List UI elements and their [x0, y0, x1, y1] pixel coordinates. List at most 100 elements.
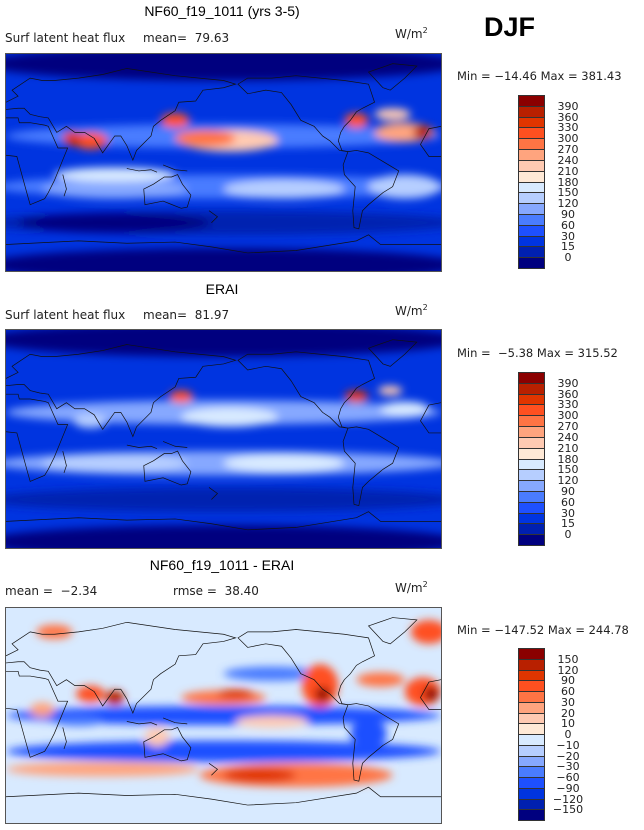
coastline: [238, 352, 375, 428]
colorbar-tick-label: 90: [561, 484, 575, 498]
contour-region: [315, 686, 330, 702]
contour-region: [105, 690, 125, 705]
colorbar-tick-label: 270: [557, 420, 579, 434]
contour-region: [223, 453, 345, 473]
contour-region: [42, 179, 188, 199]
panel1-mean: mean= 79.63: [143, 31, 229, 45]
contour-region: [160, 113, 190, 128]
colorbar-tick-label: 360: [557, 387, 579, 401]
colorbar-tick-label: 120: [557, 663, 579, 677]
units-base: W/m: [395, 27, 423, 41]
contour-region: [374, 108, 411, 121]
coastline: [238, 630, 375, 705]
contour-region: [30, 702, 55, 717]
panel3-title: NF60_f19_1011 - ERAI: [149, 557, 295, 573]
panel1-units: W/m2: [395, 26, 428, 41]
panel1-title: NF60_f19_1011 (yrs 3-5): [144, 3, 300, 19]
panel1-mean-value: 79.63: [194, 31, 230, 45]
colorbar-tick-label: 300: [557, 132, 579, 146]
colorbar-tick-label: −150: [552, 803, 584, 817]
coastline: [63, 718, 218, 775]
panel1-colorbar: 390 360 330 300 270 240 210 180 150 120 90 60 30 15 0: [518, 95, 588, 269]
coastline: [343, 150, 399, 228]
contour-region: [356, 672, 405, 687]
colorbar-tick-label: 180: [557, 175, 579, 189]
colorbar-tick-label: −30: [556, 760, 580, 774]
colorbar-tick-label: 150: [557, 186, 579, 200]
colorbar-tick-label: 30: [561, 695, 575, 709]
colorbar-tick-label: 15: [561, 240, 575, 254]
coastline: [343, 427, 399, 506]
panel2-mean: mean= 81.97: [143, 308, 229, 322]
contour-region: [6, 740, 441, 763]
colorbar-box: [518, 257, 545, 269]
colorbar-tick-label: 120: [557, 197, 579, 211]
colorbar-tick-label: 30: [561, 506, 575, 520]
panel1-min-max: Min = −14.46 Max = 381.43: [457, 69, 622, 83]
contour-region: [36, 624, 73, 640]
contour-region: [144, 727, 170, 747]
colorbar-tick-label: 330: [557, 398, 579, 412]
panel3-rmse: rmse = 38.40: [173, 584, 259, 598]
contour-region: [54, 716, 103, 727]
contour-region: [350, 719, 387, 748]
contour-region: [42, 453, 188, 473]
panel2-units: W/m2: [395, 303, 428, 318]
panel1-contour-map: [0, 46, 466, 282]
contour-region: [410, 619, 448, 644]
colorbar-tick-label: 150: [557, 463, 579, 477]
coastline: [369, 340, 417, 367]
coastline: [6, 118, 68, 205]
colorbar-tick-label: −60: [556, 771, 580, 784]
colorbar-tick-label: −120: [552, 792, 584, 806]
panel2-variable: Surf latent heat flux: [5, 308, 126, 322]
coastline: [420, 680, 441, 710]
colorbar-box: [518, 534, 545, 546]
colorbar-tick-label: 60: [561, 495, 575, 509]
colorbar-tick-label: −90: [556, 781, 580, 795]
coastline: [6, 235, 441, 253]
panel2-colorbar: 390 360 330 300 270 240 210 180 150 120 90 60 30 15 0: [518, 372, 588, 546]
coastline: [63, 441, 218, 499]
panel3-mean: mean = −2.34: [5, 584, 97, 598]
coastline: [6, 622, 236, 713]
contour-region: [413, 125, 433, 140]
coastline: [144, 727, 191, 760]
panel1-variable: Surf latent heat flux: [5, 31, 126, 45]
units-base: W/m: [395, 581, 423, 595]
colorbar-tick-label: 150: [557, 652, 579, 666]
panel1-mean-label: mean=: [143, 31, 188, 45]
units-base: W/m: [395, 304, 423, 318]
panel3-mean-label: mean =: [5, 584, 53, 598]
contour-region: [76, 685, 106, 703]
coastline: [420, 403, 441, 433]
panel3-min-max: Min = −147.52 Max = 244.78: [457, 623, 629, 637]
colorbar-tick-label: 90: [561, 674, 575, 688]
contour-region: [223, 768, 296, 783]
coastline: [420, 126, 441, 156]
panel2-contour-map: [0, 322, 466, 559]
panel3-mean-value: −2.34: [60, 584, 98, 598]
panel3-colorbar: 150 120 90 60 30 20 10 0 −10 −20 −30 −60 −90 −120 −150: [518, 648, 588, 821]
contour-region: [73, 132, 108, 150]
coastline: [144, 451, 191, 485]
contour-region: [223, 179, 345, 199]
contour-region: [368, 174, 441, 199]
coastline: [6, 394, 68, 481]
contour-region: [424, 686, 439, 702]
colorbar-box: [518, 809, 545, 821]
coastline: [369, 64, 417, 91]
colorbar-tick-label: 120: [557, 474, 579, 488]
colorbar-tick-label: 240: [557, 430, 579, 444]
panel2-map: [0, 322, 466, 559]
colorbar-tick-label: 60: [561, 218, 575, 232]
season-label: DJF: [484, 12, 536, 42]
colorbar-tick-label: 20: [561, 706, 575, 720]
panel2-title: ERAI: [205, 281, 239, 297]
coastline: [6, 68, 236, 160]
contour-region: [54, 167, 176, 182]
colorbar-tick-label: 0: [564, 528, 572, 542]
panel2-mean-label: mean=: [143, 308, 188, 322]
contour-region: [169, 390, 194, 403]
